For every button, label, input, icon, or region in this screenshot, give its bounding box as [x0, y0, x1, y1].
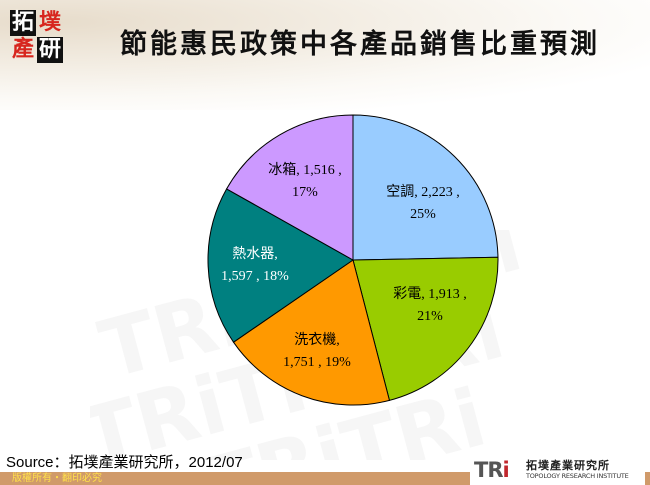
tri-brand-logo: TRi 拓墣產業研究所 TOPOLOGY RESEARCH INSTITUTE	[470, 456, 645, 485]
brand-name-en: TOPOLOGY RESEARCH INSTITUTE	[526, 472, 629, 480]
pie-slice-0	[352, 114, 499, 261]
label-line: 17%	[292, 185, 318, 200]
label-line: 25%	[410, 207, 436, 222]
logo-char: 墣	[38, 10, 61, 35]
label-line: 冰箱, 1,516 ,	[268, 163, 342, 178]
label-line: 洗衣機,	[294, 333, 340, 348]
label-line: 熱水器,	[232, 247, 278, 262]
slice-label-fridge: 冰箱, 1,516 , 17%	[250, 160, 360, 204]
pie-slice-1	[352, 256, 499, 401]
label-line: 空調, 2,223 ,	[386, 185, 460, 200]
tri-mark: TRi	[474, 458, 510, 482]
slice-label-tv: 彩電, 1,913 , 21%	[375, 284, 485, 328]
pie-slice-4	[225, 114, 354, 261]
logo-char: 產	[11, 37, 34, 62]
label-line: 1,751 , 19%	[283, 355, 351, 370]
slice-label-washer: 洗衣機, 1,751 , 19%	[262, 330, 372, 374]
pie-slice-3	[207, 188, 354, 343]
label-line: 1,597 , 18%	[221, 269, 289, 284]
pie-slice-2	[232, 259, 391, 406]
slice-label-water-heater: 熱水器, 1,597 , 18%	[200, 244, 310, 288]
source-note: Source：拓墣產業研究所，2012/07	[6, 454, 243, 471]
label-line: 彩電, 1,913 ,	[393, 287, 467, 302]
label-line: 21%	[417, 309, 443, 324]
company-logo: 拓 墣 產 研	[10, 10, 65, 65]
copyright-text: 版權所有・翻印必究	[12, 473, 102, 484]
brand-name-zh: 拓墣產業研究所	[526, 459, 610, 472]
page-title: 節能惠民政策中各產品銷售比重預測	[120, 29, 600, 60]
slice-label-aircon: 空調, 2,223 , 25%	[368, 182, 478, 226]
logo-char: 研	[37, 37, 63, 63]
header-background	[0, 0, 650, 110]
logo-char: 拓	[10, 10, 36, 36]
